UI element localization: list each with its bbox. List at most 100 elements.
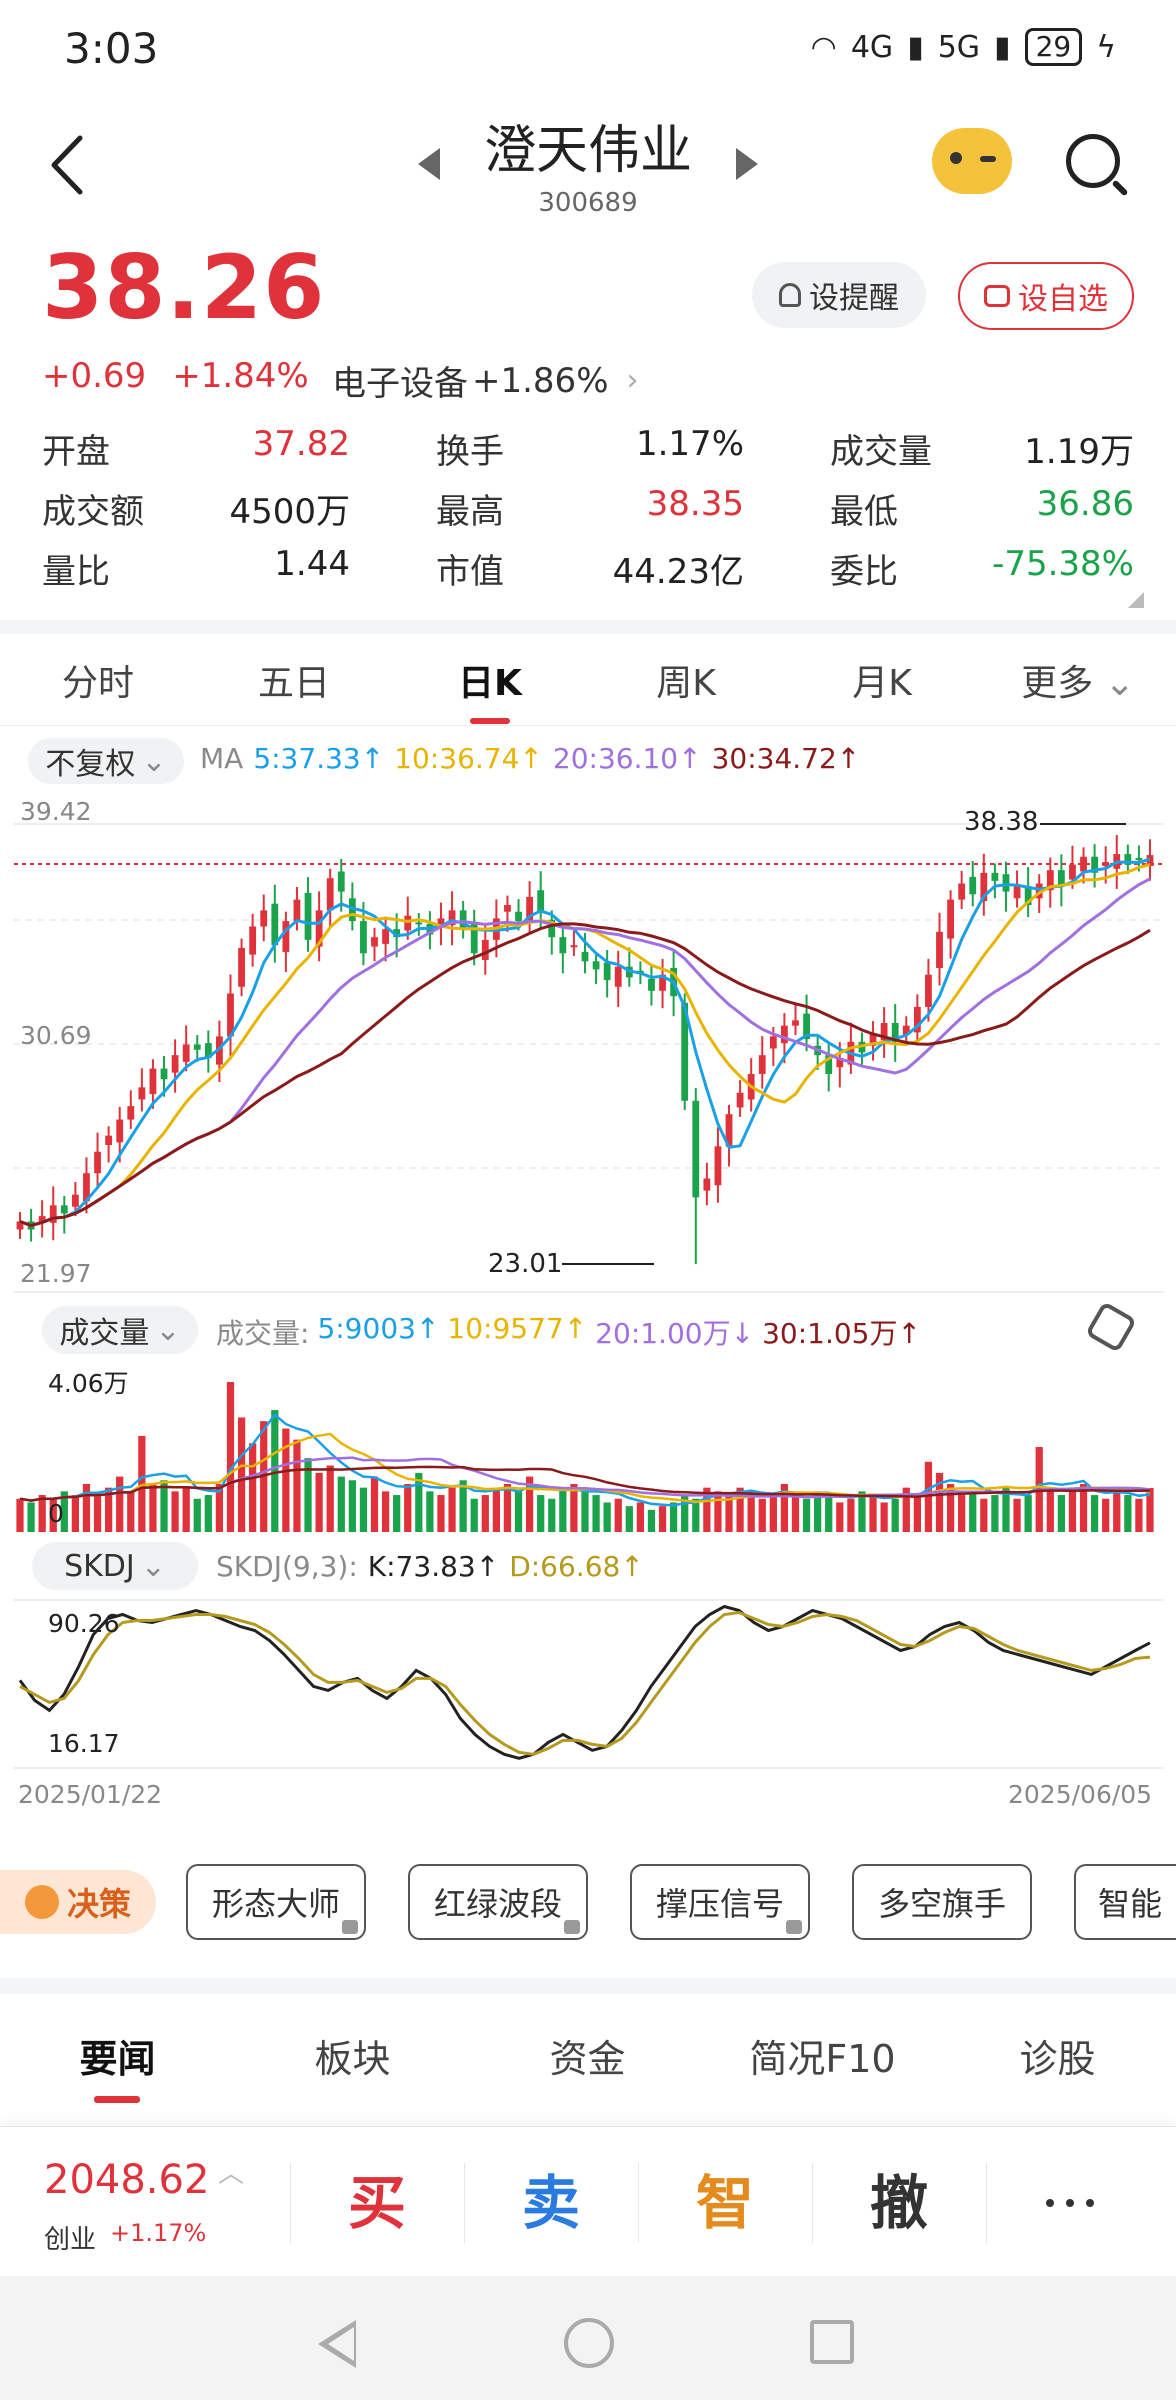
chart-tab-label: 日K bbox=[458, 662, 522, 704]
chevron-down-icon: ⌄ bbox=[1093, 662, 1135, 704]
quote-stat-label: 最高 bbox=[436, 491, 504, 532]
y-axis-bottom: 21.97 bbox=[20, 1259, 92, 1288]
lock-icon bbox=[564, 1920, 580, 1934]
next-stock-icon[interactable] bbox=[736, 148, 758, 180]
current-price: 38.26 bbox=[42, 236, 326, 339]
tool-smart-button[interactable]: 智能 bbox=[1074, 1864, 1176, 1940]
volume-indicator-select[interactable]: 成交量 ⌄ bbox=[42, 1306, 198, 1354]
skdj-indicator-select[interactable]: SKDJ ⌄ bbox=[32, 1542, 198, 1590]
volume-bar bbox=[127, 1491, 135, 1532]
tool-pattern-master-button[interactable]: 形态大师 bbox=[186, 1864, 366, 1940]
volume-bar bbox=[204, 1495, 212, 1532]
skdj-d-line bbox=[19, 1610, 1151, 1756]
volume-bar bbox=[149, 1483, 157, 1532]
chart-tab[interactable]: 月K bbox=[784, 654, 980, 706]
info-tab[interactable]: 诊股 bbox=[940, 2028, 1175, 2083]
price-adjust-select[interactable]: 不复权 ⌄ bbox=[28, 738, 184, 784]
signal-icon-5g: 5G bbox=[937, 29, 981, 65]
settings-icon[interactable] bbox=[1085, 1301, 1137, 1353]
ma-prefix: MA bbox=[200, 742, 244, 775]
legend-item: 30:1.05万↑ bbox=[762, 1317, 921, 1350]
prev-stock-icon[interactable] bbox=[418, 148, 440, 180]
candle bbox=[1069, 864, 1076, 880]
candle bbox=[537, 890, 545, 914]
quote-stat-value: 1.19万 bbox=[1024, 431, 1134, 472]
candle bbox=[526, 896, 534, 922]
chart-tab[interactable]: 周K bbox=[588, 654, 784, 706]
candle bbox=[504, 904, 511, 912]
ma-lines bbox=[19, 857, 1151, 1228]
volume-bar bbox=[271, 1410, 279, 1532]
search-icon[interactable] bbox=[1066, 134, 1120, 188]
cancel-order-button[interactable]: 撤 bbox=[869, 2169, 928, 2237]
smart-button[interactable]: 智 bbox=[695, 2169, 754, 2237]
buy-button[interactable]: 买 bbox=[347, 2169, 406, 2237]
index-value[interactable]: 2048.62 bbox=[44, 2157, 210, 2203]
nav-back-icon[interactable] bbox=[318, 2320, 356, 2368]
back-icon[interactable] bbox=[44, 130, 94, 200]
volume-bar bbox=[725, 1495, 733, 1532]
volume-bar bbox=[60, 1491, 68, 1532]
volume-bar bbox=[315, 1472, 323, 1532]
volume-bar bbox=[537, 1495, 545, 1532]
candle bbox=[592, 961, 600, 970]
volume-bar bbox=[93, 1495, 102, 1532]
tool-support-resistance-button[interactable]: 撑压信号 bbox=[630, 1864, 810, 1940]
skdj-k-value: K:73.83↑ bbox=[367, 1550, 500, 1583]
mascot-icon[interactable] bbox=[932, 128, 1012, 194]
quote-stat: 开盘 37.82 bbox=[42, 424, 350, 473]
info-tab[interactable]: 简况F10 bbox=[705, 2028, 940, 2083]
add-watchlist-button[interactable]: 设自选 bbox=[958, 262, 1134, 330]
candle bbox=[94, 1151, 101, 1174]
lock-icon bbox=[342, 1920, 358, 1934]
volume-bar bbox=[969, 1491, 977, 1532]
chart-tab[interactable]: 分时 bbox=[0, 654, 196, 706]
decision-badge[interactable]: 决策 bbox=[0, 1870, 156, 1934]
candle bbox=[105, 1135, 113, 1146]
volume-bar bbox=[381, 1491, 390, 1532]
volume-ma30-line bbox=[19, 1465, 1151, 1502]
kline-chart[interactable]: 39.42 30.69 21.97 38.38 23.01 bbox=[0, 792, 1176, 1298]
tool-band-button[interactable]: 红绿波段 bbox=[408, 1864, 588, 1940]
volume-bar bbox=[404, 1483, 412, 1532]
chart-tab[interactable]: 日K bbox=[392, 654, 588, 724]
info-tab[interactable]: 资金 bbox=[470, 2028, 705, 2083]
chart-tab-label: 更多 bbox=[1021, 662, 1094, 704]
candle bbox=[703, 1178, 711, 1191]
info-tab[interactable]: 要闻 bbox=[0, 2028, 235, 2103]
candle bbox=[803, 1013, 810, 1040]
chevron-up-icon[interactable]: ︿ bbox=[218, 2159, 245, 2189]
chart-tab[interactable]: 更多 ⌄ bbox=[980, 654, 1176, 706]
volume-bar bbox=[38, 1495, 46, 1532]
volume-ma5-line bbox=[19, 1412, 1151, 1507]
candle bbox=[160, 1068, 168, 1080]
volume-bar bbox=[703, 1487, 711, 1532]
quote-stat: 市值 44.23亿 bbox=[436, 544, 744, 593]
candle bbox=[792, 1020, 799, 1026]
volume-bar bbox=[836, 1502, 844, 1532]
candle bbox=[83, 1173, 90, 1202]
quote-stat-value: 37.82 bbox=[252, 423, 350, 464]
tool-bull-bear-button[interactable]: 多空旗手 bbox=[852, 1864, 1032, 1940]
candle bbox=[1080, 856, 1087, 872]
expand-corner-icon[interactable] bbox=[1128, 592, 1144, 608]
nav-home-icon[interactable] bbox=[564, 2318, 614, 2368]
sector-link[interactable]: 电子设备 +1.86% › bbox=[332, 356, 639, 405]
info-tab[interactable]: 板块 bbox=[235, 2028, 470, 2083]
nav-recents-icon[interactable] bbox=[810, 2320, 854, 2364]
quote-stat-label: 最低 bbox=[830, 491, 898, 532]
volume-bar bbox=[293, 1439, 301, 1532]
candle bbox=[38, 1216, 46, 1223]
candle bbox=[769, 1036, 777, 1049]
sector-change: +1.86% bbox=[472, 360, 609, 401]
more-icon[interactable] bbox=[1046, 2199, 1094, 2207]
set-alert-button[interactable]: 设提醒 bbox=[752, 262, 926, 328]
skdj-chart[interactable]: 90.26 16.17 bbox=[0, 1596, 1176, 1772]
candle bbox=[913, 1006, 921, 1033]
chart-tab[interactable]: 五日 bbox=[196, 654, 392, 706]
volume-bars bbox=[16, 1382, 1154, 1532]
volume-chart[interactable]: 4.06万 0 bbox=[0, 1362, 1176, 1532]
volume-bar bbox=[193, 1498, 201, 1532]
volume-bar bbox=[82, 1483, 91, 1532]
sell-button[interactable]: 卖 bbox=[521, 2169, 580, 2237]
